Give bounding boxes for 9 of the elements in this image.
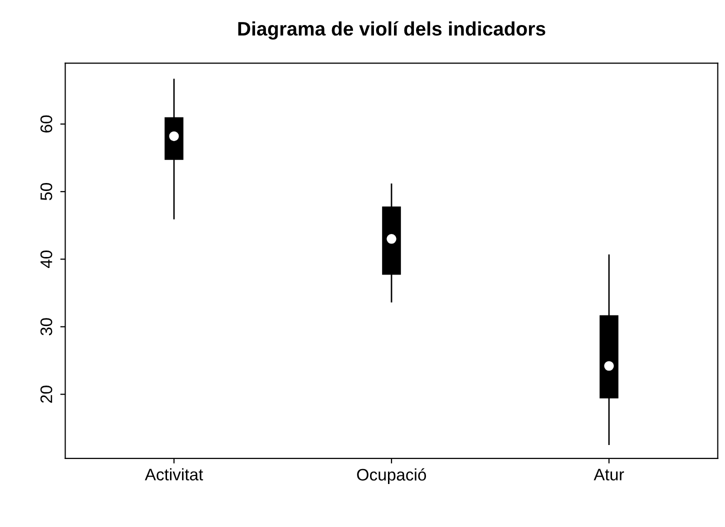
x-tick-label: Atur xyxy=(594,468,624,480)
y-tick-label: 30 xyxy=(40,318,52,336)
y-tick-label: 50 xyxy=(40,182,52,200)
y-tick-label: 60 xyxy=(40,115,52,132)
x-tick-label: Ocupació xyxy=(357,468,426,484)
y-tick-label: 20 xyxy=(40,386,52,403)
y-tick-label: 40 xyxy=(40,250,52,268)
x-tick-label: Activitat xyxy=(144,468,204,480)
chart-title: Diagrama de violí dels indicadors xyxy=(238,21,546,40)
